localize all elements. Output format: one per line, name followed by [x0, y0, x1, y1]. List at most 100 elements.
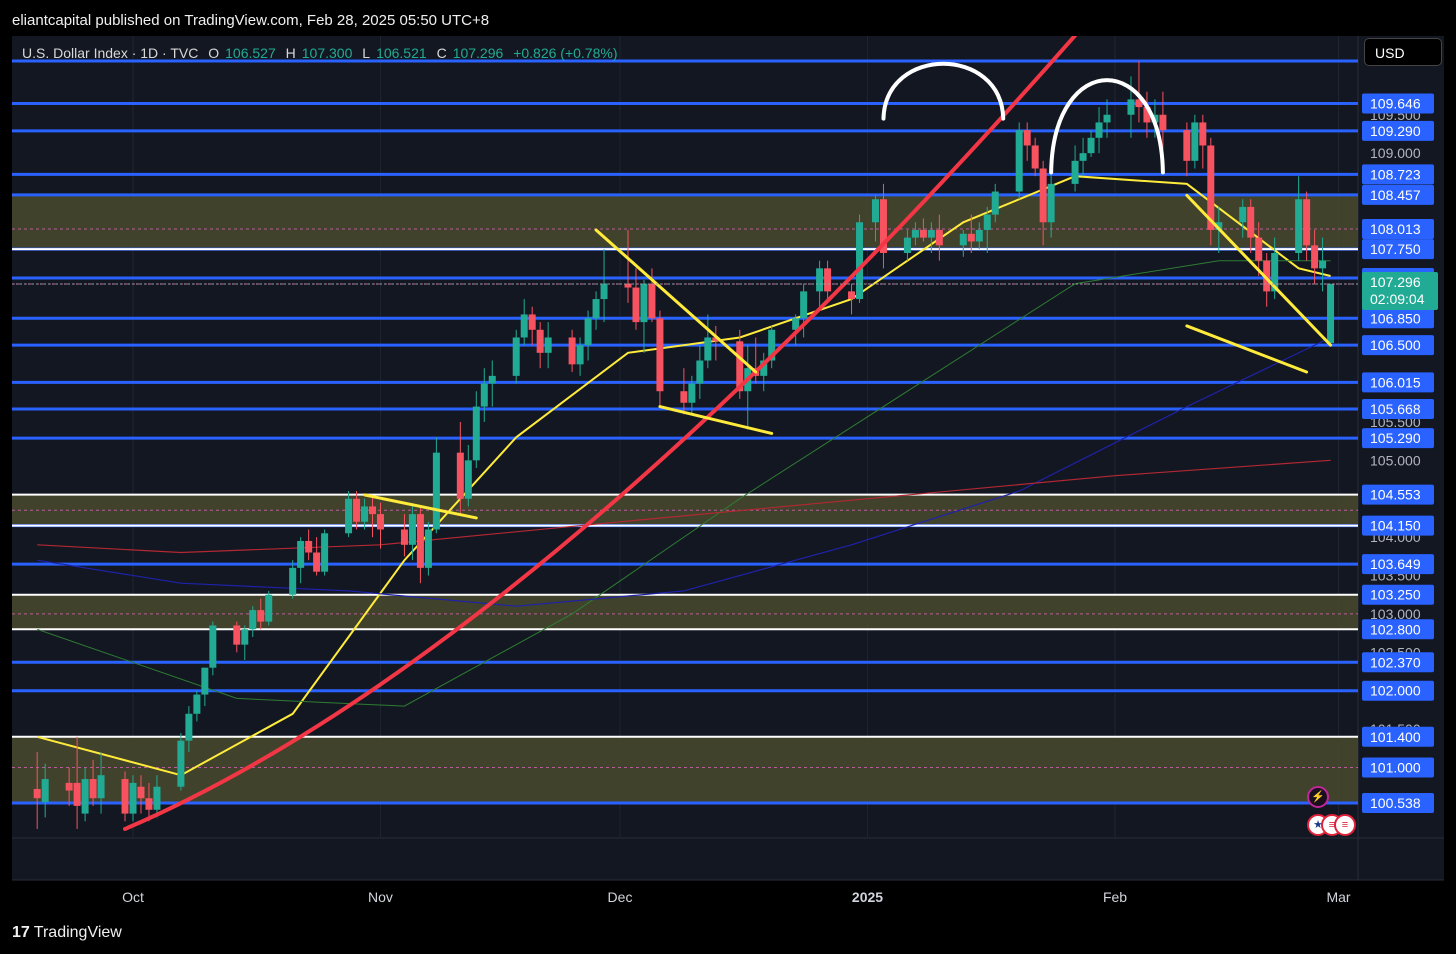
- level-price-label: 106.015: [1370, 374, 1421, 390]
- candle-up: [464, 460, 472, 499]
- level-price-label: 101.000: [1370, 760, 1421, 776]
- candle-up: [185, 713, 193, 741]
- candle-down: [1135, 99, 1143, 108]
- candle-up: [959, 233, 967, 246]
- candle-down: [376, 514, 384, 530]
- candle-down: [568, 337, 576, 365]
- lightning-alert-icon[interactable]: ⚡: [1307, 786, 1329, 808]
- candle-up: [193, 694, 201, 714]
- candle-up: [321, 533, 329, 572]
- level-price-badge: [1362, 652, 1434, 673]
- yellow-trendline: [658, 405, 774, 435]
- time-axis-label: Nov: [368, 889, 393, 905]
- candle-up: [1191, 122, 1199, 161]
- time-axis-label: Oct: [122, 889, 144, 905]
- candle-up: [871, 199, 879, 223]
- bar-countdown-label: 02:09:04: [1370, 291, 1425, 307]
- change-value: +0.826 (+0.78%): [513, 45, 618, 61]
- candle-down: [1303, 199, 1311, 246]
- level-price-badge: [1362, 120, 1434, 141]
- level-price-label: 105.668: [1370, 401, 1421, 417]
- low-label: L: [362, 45, 371, 61]
- candle-up: [1215, 222, 1223, 230]
- candle-down: [536, 329, 544, 353]
- level-price-label: 106.500: [1370, 337, 1421, 353]
- level-price-badge: [1362, 428, 1434, 449]
- close-value: 107.296: [452, 45, 504, 61]
- candle-up: [1319, 260, 1327, 269]
- candle-up: [640, 283, 648, 323]
- supply-zone: [12, 594, 1358, 630]
- open-label: O: [208, 45, 220, 61]
- candle-down: [145, 798, 153, 810]
- level-price-badge: [1362, 554, 1434, 575]
- candle-down: [257, 610, 265, 622]
- time-axis-background: [12, 838, 1444, 880]
- level-price-label: 101.400: [1370, 729, 1421, 745]
- candle-down: [305, 540, 313, 553]
- candle-up: [1047, 183, 1055, 223]
- candle-up: [1071, 160, 1079, 184]
- candle-down: [33, 789, 41, 799]
- level-price-badge: [1362, 184, 1434, 205]
- candle-up: [792, 318, 800, 330]
- level-price-badge: [1362, 164, 1434, 185]
- candle-up: [1103, 114, 1111, 123]
- candle-up: [576, 345, 584, 365]
- price-scale-label: 103.000: [1370, 606, 1421, 622]
- candlestick-chart[interactable]: 109.500109.000105.500105.000104.000103.5…: [0, 36, 1456, 918]
- candle-up: [424, 529, 432, 568]
- level-price-badge: [1362, 515, 1434, 536]
- moving-average-blue: [37, 336, 1331, 607]
- us-flag-events-icon-3[interactable]: ≡: [1334, 814, 1356, 836]
- close-label: C: [436, 45, 447, 61]
- candle-down: [1263, 260, 1271, 292]
- time-axis-label: 2025: [852, 889, 883, 905]
- level-price-label: 102.000: [1370, 683, 1421, 699]
- candle-up: [1271, 252, 1279, 292]
- yellow-trendline: [594, 228, 758, 374]
- candle-down: [353, 498, 361, 522]
- current-price-label: 107.296: [1370, 274, 1421, 290]
- candle-down: [1023, 130, 1031, 146]
- candle-down: [369, 506, 377, 515]
- publisher-caption: eliantcapital published on TradingView.c…: [12, 12, 490, 29]
- head-arc-drawing: [881, 61, 1006, 121]
- current-price-badge: [1362, 272, 1438, 311]
- supply-zone: [12, 736, 1358, 803]
- level-price-label: 103.250: [1370, 587, 1421, 603]
- candle-up: [800, 291, 808, 319]
- candle-down: [528, 314, 536, 330]
- candle-down: [1039, 168, 1047, 223]
- candle-up: [768, 329, 776, 361]
- candle-up: [1087, 137, 1095, 154]
- candle-down: [1311, 245, 1319, 269]
- currency-selector-button[interactable]: USD: [1364, 38, 1442, 66]
- red-trend-curve: [123, 36, 1078, 831]
- candle-up: [345, 498, 353, 534]
- chart-pane[interactable]: 109.500 109.000 105.500 105.000 104.000 103.5…: [0, 36, 1456, 918]
- candle-down: [416, 514, 424, 568]
- candle-up: [480, 383, 488, 407]
- candle-up: [81, 779, 89, 814]
- candle-up: [265, 594, 273, 622]
- candle-up: [816, 268, 824, 292]
- candle-down: [919, 229, 927, 238]
- candle-up: [1239, 206, 1247, 223]
- candle-down: [656, 318, 664, 392]
- candle-up: [760, 360, 768, 376]
- tradingview-brand-text: TradingView: [33, 924, 122, 941]
- level-price-label: 104.150: [1370, 518, 1421, 534]
- high-value: 107.300: [301, 45, 353, 61]
- candle-up: [856, 222, 864, 300]
- level-price-badge: [1362, 726, 1434, 747]
- tradingview-logo-icon: 17: [12, 924, 30, 941]
- candle-down: [1143, 107, 1151, 123]
- footer-bar: [0, 918, 1456, 954]
- candle-up: [1079, 153, 1087, 161]
- candle-up: [361, 506, 369, 522]
- tradingview-logo[interactable]: 17 TradingView: [12, 924, 122, 942]
- candle-up: [241, 629, 249, 645]
- low-value: 106.521: [376, 45, 427, 61]
